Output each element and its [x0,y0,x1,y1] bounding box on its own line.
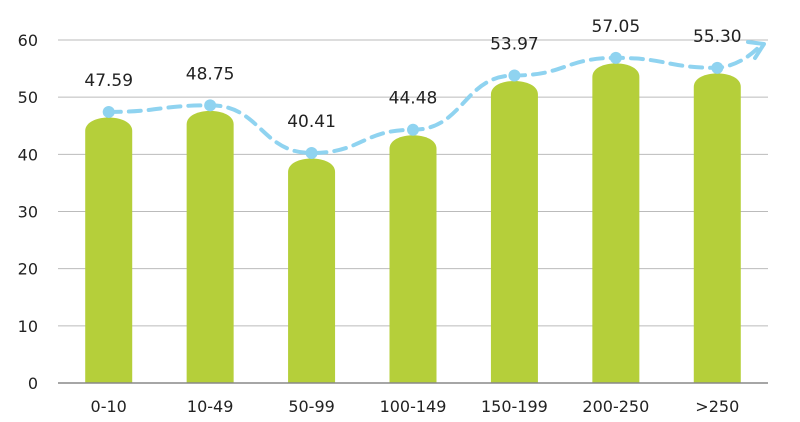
bars [85,63,741,383]
trend-point-50-99 [305,146,318,159]
data-label: 47.59 [84,71,133,91]
trend-arrow-icon [746,40,766,60]
trend-point-10-49 [204,99,217,112]
y-tick-label: 10 [18,317,38,336]
data-label: 48.75 [186,64,235,84]
x-tick-label: >250 [695,397,739,416]
data-labels: 47.59 48.75 40.41 44.48 53.97 57.05 55.30 [84,17,741,132]
x-tick-label: 10-49 [187,397,234,416]
trend-point-200-250 [609,51,622,64]
bar-50-99 [288,158,336,383]
data-label: 57.05 [592,17,641,37]
x-tick-label: 200-250 [582,397,649,416]
y-tick-label: 0 [28,374,38,393]
y-tick-label: 40 [18,145,38,164]
x-tick-labels: 0-10 10-49 50-99 100-149 150-199 200-250 >250 [91,397,740,416]
y-tick-labels: 0 10 20 30 40 50 60 [18,31,38,393]
data-label: 53.97 [490,34,539,54]
y-tick-label: 30 [18,203,38,222]
bar-200-250 [592,63,640,383]
x-tick-label: 100-149 [380,397,447,416]
y-tick-label: 50 [18,88,38,107]
bar->250 [693,73,741,383]
y-tick-label: 20 [18,260,38,279]
bar-0-10 [85,117,133,383]
trend-point-0-10 [102,105,115,118]
x-tick-label: 50-99 [288,397,335,416]
trend-line [102,40,766,159]
trend-point-150-199 [508,69,521,82]
data-label: 44.48 [389,89,438,109]
bar-150-199 [490,80,538,383]
x-tick-label: 150-199 [481,397,548,416]
trend-line-path [106,46,760,155]
trend-point->250 [711,61,724,74]
bar-100-149 [389,135,437,383]
bar-10-49 [186,110,234,383]
data-label: 55.30 [693,27,742,47]
y-tick-label: 60 [18,31,38,50]
trend-point-100-149 [407,123,419,136]
x-tick-label: 0-10 [91,397,127,416]
data-label: 40.41 [287,112,336,132]
